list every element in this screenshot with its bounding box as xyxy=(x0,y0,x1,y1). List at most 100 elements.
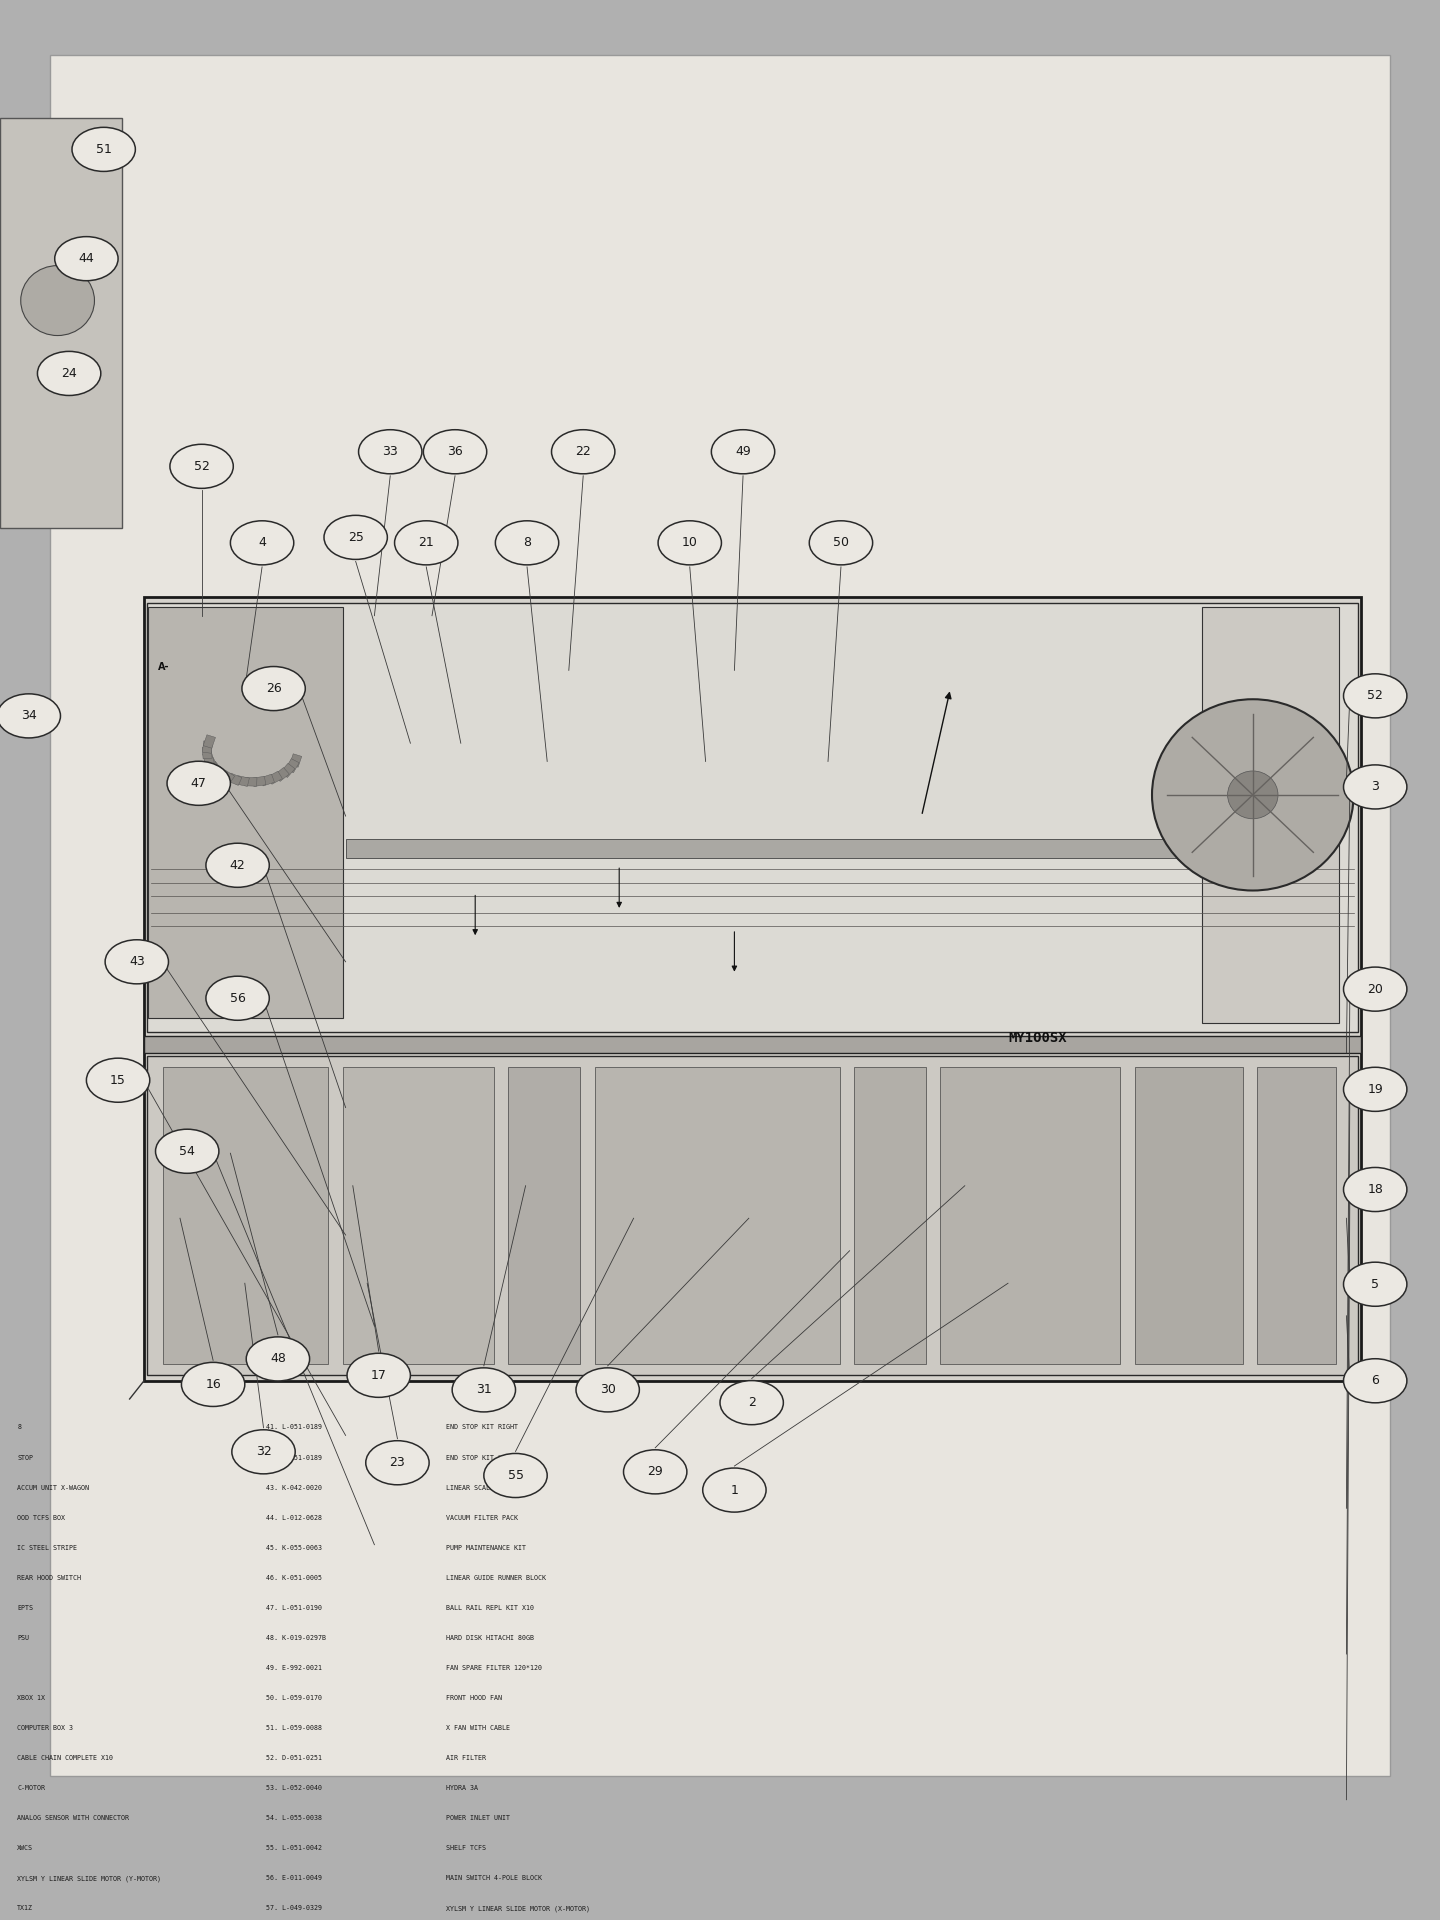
Text: 50: 50 xyxy=(832,536,850,549)
Bar xyxy=(202,741,213,753)
Bar xyxy=(508,1068,580,1365)
Bar xyxy=(147,1056,1358,1375)
Text: 49. E-992-0021: 49. E-992-0021 xyxy=(266,1665,323,1670)
Text: 24: 24 xyxy=(62,367,76,380)
Ellipse shape xyxy=(359,430,422,474)
Bar xyxy=(343,1068,494,1365)
Text: LINEAR GUIDE RUNNER BLOCK: LINEAR GUIDE RUNNER BLOCK xyxy=(446,1574,546,1580)
Text: ANALOG SENSOR WITH CONNECTOR: ANALOG SENSOR WITH CONNECTOR xyxy=(17,1814,130,1822)
Bar xyxy=(854,1068,926,1365)
Text: 51. L-059-0088: 51. L-059-0088 xyxy=(266,1724,323,1732)
Text: 10: 10 xyxy=(681,536,698,549)
Text: BALL RAIL REPL KIT X10: BALL RAIL REPL KIT X10 xyxy=(446,1605,534,1611)
Circle shape xyxy=(1227,772,1279,818)
Text: XYLSM Y LINEAR SLIDE MOTOR (X-MOTOR): XYLSM Y LINEAR SLIDE MOTOR (X-MOTOR) xyxy=(446,1905,590,1912)
Ellipse shape xyxy=(324,515,387,559)
Text: SHELF TCFS: SHELF TCFS xyxy=(446,1845,487,1851)
Bar xyxy=(144,597,1361,1380)
Bar xyxy=(1257,1068,1336,1365)
Text: 1: 1 xyxy=(730,1484,739,1496)
Text: 43. K-042-0020: 43. K-042-0020 xyxy=(266,1484,323,1490)
Text: 32: 32 xyxy=(256,1446,271,1459)
Text: X FAN WITH CABLE: X FAN WITH CABLE xyxy=(446,1724,510,1732)
Bar xyxy=(203,753,215,764)
Bar xyxy=(203,747,212,758)
Text: AIR FILTER: AIR FILTER xyxy=(446,1755,487,1761)
Bar xyxy=(285,758,300,772)
Text: VACUUM FILTER PACK: VACUUM FILTER PACK xyxy=(446,1515,518,1521)
Text: A-: A- xyxy=(158,662,170,672)
Text: 53. L-052-0040: 53. L-052-0040 xyxy=(266,1786,323,1791)
Text: XWCS: XWCS xyxy=(17,1845,33,1851)
Text: 31: 31 xyxy=(477,1384,491,1396)
Bar xyxy=(148,607,343,1018)
Text: 2: 2 xyxy=(747,1396,756,1409)
Text: 33: 33 xyxy=(383,445,397,459)
Text: 3: 3 xyxy=(1371,780,1380,793)
Ellipse shape xyxy=(576,1367,639,1411)
Text: 25: 25 xyxy=(347,530,364,543)
Bar xyxy=(228,774,242,785)
Text: TX1Z: TX1Z xyxy=(17,1905,33,1912)
Text: HYDRA 3A: HYDRA 3A xyxy=(446,1786,478,1791)
Text: 54: 54 xyxy=(179,1144,196,1158)
Text: 44. L-012-0628: 44. L-012-0628 xyxy=(266,1515,323,1521)
Bar xyxy=(213,766,228,780)
Ellipse shape xyxy=(206,975,269,1020)
Bar xyxy=(346,839,1246,858)
Text: ACCUM UNIT X-WAGON: ACCUM UNIT X-WAGON xyxy=(17,1484,89,1490)
Text: 29: 29 xyxy=(648,1465,662,1478)
Ellipse shape xyxy=(658,520,721,564)
Text: 16: 16 xyxy=(206,1379,220,1390)
Text: 52: 52 xyxy=(1367,689,1384,703)
Text: 18: 18 xyxy=(1367,1183,1384,1196)
Text: 42. L-051-0189: 42. L-051-0189 xyxy=(266,1455,323,1461)
Ellipse shape xyxy=(167,760,230,804)
Ellipse shape xyxy=(105,939,168,983)
Text: 34: 34 xyxy=(22,708,36,722)
Text: 15: 15 xyxy=(109,1073,127,1087)
Text: 50. L-059-0170: 50. L-059-0170 xyxy=(266,1695,323,1701)
Text: 6: 6 xyxy=(1371,1375,1380,1388)
Text: 48. K-019-0297B: 48. K-019-0297B xyxy=(266,1636,327,1642)
Bar xyxy=(209,762,222,776)
Text: 51: 51 xyxy=(95,142,112,156)
Bar xyxy=(261,774,275,785)
Ellipse shape xyxy=(170,444,233,488)
Text: XYLSM Y LINEAR SLIDE MOTOR (Y-MOTOR): XYLSM Y LINEAR SLIDE MOTOR (Y-MOTOR) xyxy=(17,1876,161,1882)
Circle shape xyxy=(1152,699,1354,891)
Text: FAN SPARE FILTER 120*120: FAN SPARE FILTER 120*120 xyxy=(446,1665,543,1670)
Ellipse shape xyxy=(206,843,269,887)
Text: 54. L-055-0038: 54. L-055-0038 xyxy=(266,1814,323,1822)
Ellipse shape xyxy=(711,430,775,474)
Text: PUMP MAINTENANCE KIT: PUMP MAINTENANCE KIT xyxy=(446,1546,527,1551)
Ellipse shape xyxy=(552,430,615,474)
Bar xyxy=(203,735,216,749)
Text: 41. L-051-0189: 41. L-051-0189 xyxy=(266,1425,323,1430)
Text: MY1O0SX: MY1O0SX xyxy=(1008,1031,1067,1044)
Text: 52: 52 xyxy=(193,459,210,472)
Ellipse shape xyxy=(1344,674,1407,718)
Ellipse shape xyxy=(242,666,305,710)
Text: 23: 23 xyxy=(390,1455,405,1469)
Text: 42: 42 xyxy=(230,858,245,872)
Text: 56. E-011-0049: 56. E-011-0049 xyxy=(266,1876,323,1882)
Ellipse shape xyxy=(181,1363,245,1407)
Ellipse shape xyxy=(72,127,135,171)
Ellipse shape xyxy=(86,1058,150,1102)
Text: 19: 19 xyxy=(1368,1083,1382,1096)
Text: 47: 47 xyxy=(190,778,207,789)
Text: 30: 30 xyxy=(599,1384,616,1396)
Text: CABLE CHAIN COMPLETE X10: CABLE CHAIN COMPLETE X10 xyxy=(17,1755,114,1761)
Ellipse shape xyxy=(0,693,60,737)
Ellipse shape xyxy=(423,430,487,474)
Ellipse shape xyxy=(55,236,118,280)
Text: FRONT HOOD FAN: FRONT HOOD FAN xyxy=(446,1695,503,1701)
Text: 5: 5 xyxy=(1371,1277,1380,1290)
Text: 43: 43 xyxy=(130,956,144,968)
Ellipse shape xyxy=(1344,764,1407,808)
Text: 26: 26 xyxy=(266,682,281,695)
Bar xyxy=(289,755,302,768)
Ellipse shape xyxy=(395,520,458,564)
Text: LINEAR SCALE X10: LINEAR SCALE X10 xyxy=(446,1484,510,1490)
